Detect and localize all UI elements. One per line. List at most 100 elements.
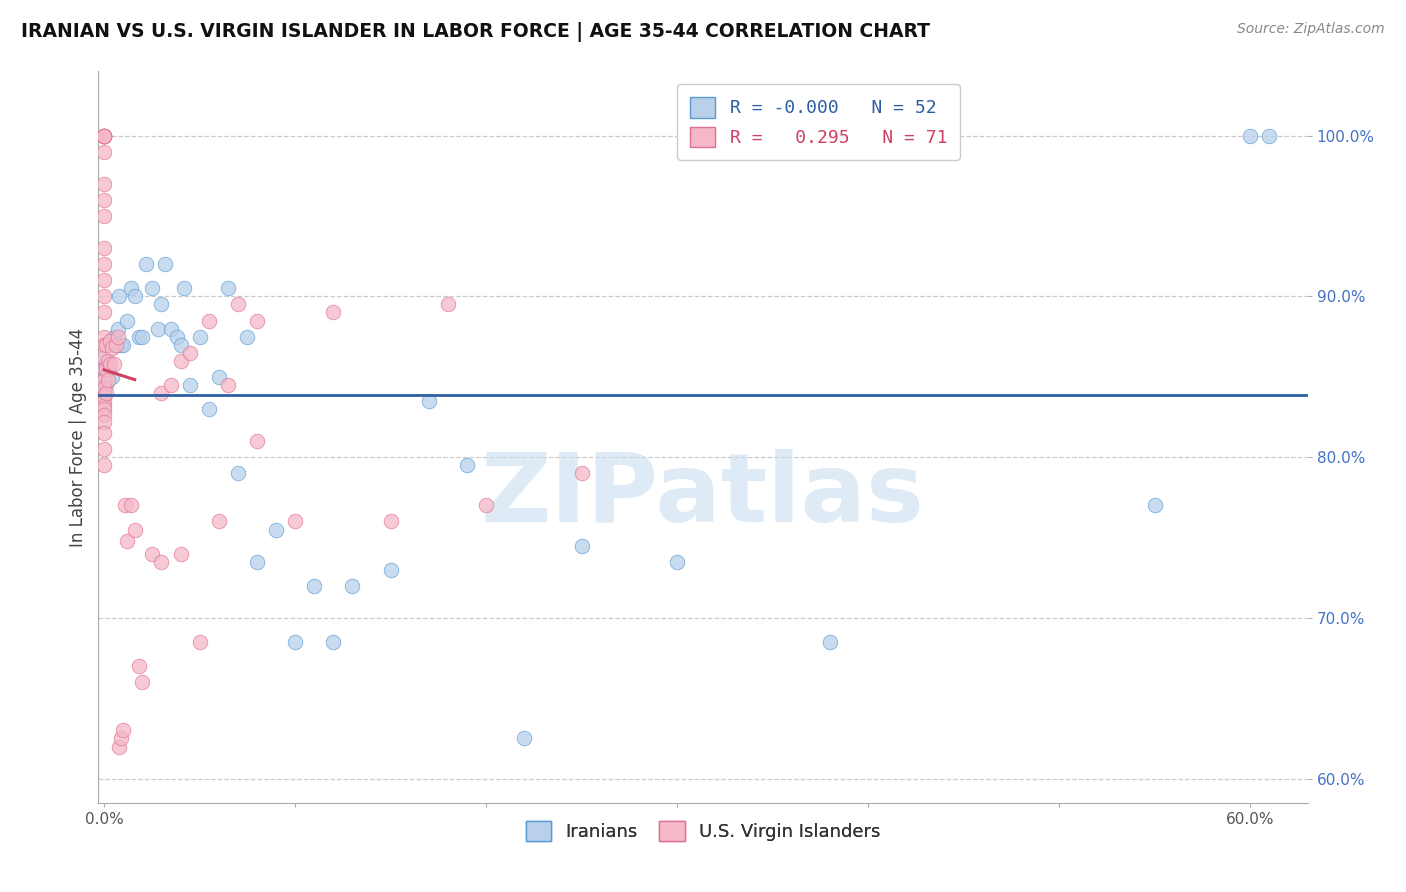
Point [141,547,163,561]
Point [571,467,593,481]
Point [93,393,115,408]
Point [107,321,129,335]
Point [456,458,478,473]
Point [131,675,153,690]
Point [103,329,125,343]
Point [1258,128,1281,143]
Point [131,329,153,343]
Point [93,373,115,387]
Point [108,289,131,303]
Point [284,635,307,649]
Point [93,177,115,191]
Point [93,128,115,143]
Text: IRANIAN VS U.S. VIRGIN ISLANDER IN LABOR FORCE | AGE 35-44 CORRELATION CHART: IRANIAN VS U.S. VIRGIN ISLANDER IN LABOR… [21,22,931,42]
Point [93,145,115,159]
Point [110,337,132,351]
Point [98,337,121,351]
Point [217,377,239,392]
Point [93,273,115,287]
Point [93,381,115,395]
Text: Source: ZipAtlas.com: Source: ZipAtlas.com [1237,22,1385,37]
Point [120,499,142,513]
Point [208,515,231,529]
Point [322,635,344,649]
Point [101,341,124,355]
Point [101,369,124,384]
Point [97,353,120,368]
Point [124,523,146,537]
Point [513,731,536,746]
Point [1239,128,1261,143]
Point [93,409,115,423]
Point [93,415,115,429]
Point [236,329,259,343]
Point [93,389,115,403]
Point [188,635,211,649]
Point [97,373,120,387]
Point [418,393,440,408]
Point [217,281,239,295]
Point [226,467,249,481]
Point [110,731,132,746]
Text: ZIPatlas: ZIPatlas [481,449,925,542]
Point [93,442,115,457]
Point [93,257,115,271]
Point [112,337,135,351]
Point [128,329,150,343]
Point [155,257,177,271]
Point [246,313,269,327]
Point [124,289,146,303]
Point [160,377,183,392]
Point [264,523,287,537]
Point [93,128,115,143]
Point [150,555,173,569]
Point [226,297,249,311]
Point [208,369,231,384]
Point [94,361,117,376]
Point [284,515,307,529]
Point [93,329,115,343]
Point [93,289,115,303]
Y-axis label: In Labor Force | Age 35-44: In Labor Force | Age 35-44 [69,327,87,547]
Point [93,377,115,392]
Point [93,401,115,416]
Point [93,128,115,143]
Point [93,458,115,473]
Point [342,579,364,593]
Point [114,499,136,513]
Point [120,281,142,295]
Point [304,579,326,593]
Point [93,361,115,376]
Point [1143,499,1166,513]
Point [93,128,115,143]
Point [246,434,269,449]
Point [666,555,689,569]
Point [141,281,163,295]
Point [188,329,211,343]
Point [93,385,115,400]
Point [475,499,498,513]
Point [93,241,115,255]
Point [93,351,115,365]
Point [93,353,115,368]
Point [93,337,115,351]
Point [98,357,121,371]
Point [146,321,169,335]
Point [128,659,150,673]
Point [108,739,131,754]
Point [115,533,138,548]
Point [93,128,115,143]
Point [169,337,191,351]
Point [93,128,115,143]
Point [93,361,115,376]
Point [94,377,117,392]
Point [246,555,269,569]
Point [93,425,115,440]
Point [112,723,135,738]
Point [107,329,129,343]
Point [93,399,115,413]
Point [93,361,115,376]
Point [198,313,221,327]
Point [571,539,593,553]
Point [115,313,138,327]
